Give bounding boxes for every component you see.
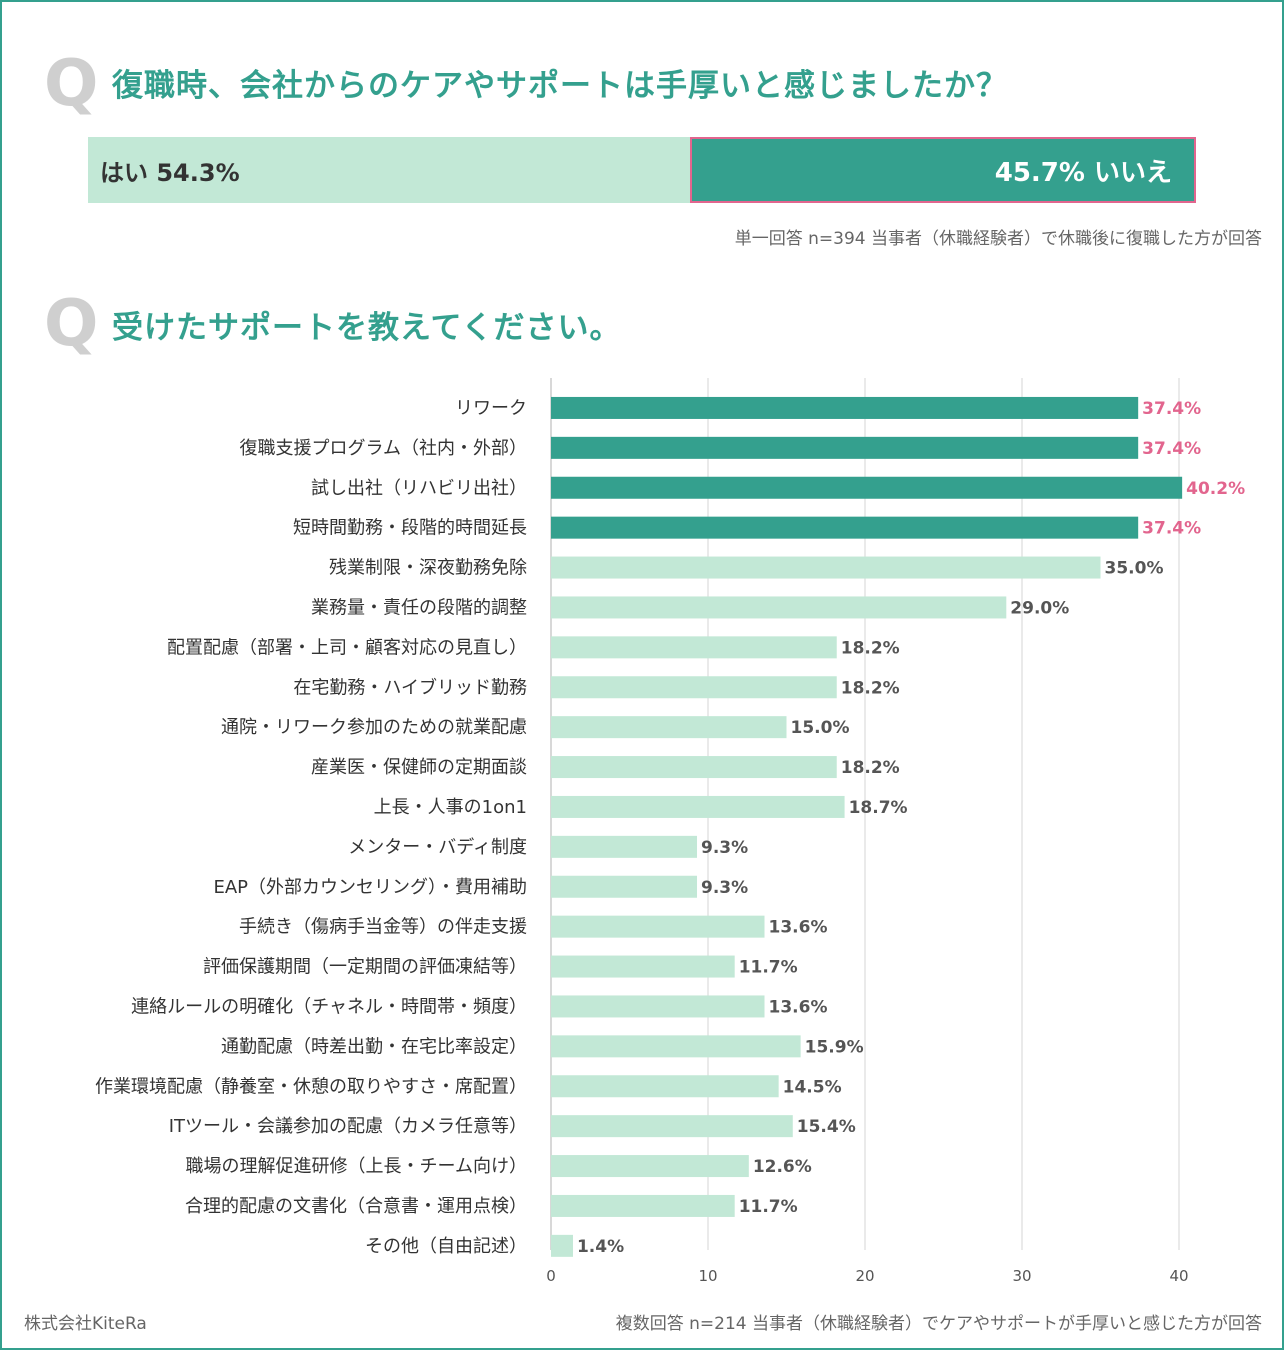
value-label: 18.2%: [841, 638, 900, 658]
category-label: 通勤配慮（時差出勤・在宅比率設定）: [221, 1036, 527, 1057]
category-label: 短時間勤務・段階的時間延長: [293, 518, 527, 539]
bar: [551, 556, 1101, 579]
category-label: その他（自由記述）: [365, 1236, 527, 1257]
category-label: 連絡ルールの明確化（チャネル・時間帯・頻度）: [131, 996, 527, 1017]
q2-question: 受けたサポートを教えてください。: [112, 310, 622, 346]
bar: [551, 995, 765, 1018]
bar: [551, 1035, 801, 1058]
value-label: 11.7%: [739, 958, 798, 978]
bar: [551, 1194, 735, 1217]
value-label: 9.3%: [701, 838, 748, 858]
category-label: 手続き（傷病手当金等）の伴走支援: [239, 917, 527, 938]
x-tick-label: 40: [1169, 1267, 1188, 1285]
q1-split-bar: はい 54.3% 45.7% いいえ: [88, 137, 1196, 203]
category-label: ITツール・会議参加の配慮（カメラ任意等）: [169, 1116, 527, 1137]
value-label: 15.4%: [797, 1117, 856, 1137]
bar: [551, 436, 1139, 459]
x-tick-label: 20: [855, 1267, 874, 1285]
bar: [551, 676, 837, 699]
value-label: 15.9%: [805, 1037, 864, 1057]
category-label: 作業環境配慮（静養室・休憩の取りやすさ・席配置）: [95, 1076, 527, 1097]
x-tick-label: 0: [546, 1267, 556, 1285]
bar: [551, 835, 698, 858]
bar: [551, 1075, 779, 1098]
value-label: 35.0%: [1105, 559, 1164, 579]
bar: [551, 1234, 573, 1257]
category-label: 合理的配慮の文書化（合意書・運用点検）: [185, 1196, 527, 1217]
q2-mark: Q: [44, 287, 99, 361]
value-label: 11.7%: [739, 1197, 798, 1217]
q1-question: 復職時、会社からのケアやサポートは手厚いと感じましたか？: [112, 68, 1008, 104]
category-label: 業務量・責任の段階的調整: [311, 597, 527, 618]
value-label: 15.0%: [791, 718, 850, 738]
bar: [551, 476, 1183, 499]
value-label: 1.4%: [577, 1237, 624, 1257]
value-label: 12.6%: [753, 1157, 812, 1177]
category-label: メンター・バディ制度: [348, 837, 527, 858]
bar: [551, 396, 1139, 419]
support-bar-chart: 0 10 20 30 40 リワーク 37.4% 復職支援プログラム（社内・外部） 37.4% 試…: [95, 378, 1245, 1285]
q1-mark: Q: [44, 47, 99, 121]
category-label: 残業制限・深夜勤務免除: [329, 558, 527, 579]
value-label: 40.2%: [1186, 479, 1245, 499]
x-tick-label: 10: [698, 1267, 717, 1285]
category-label: 職場の理解促進研修（上長・チーム向け）: [186, 1156, 527, 1177]
category-label: 復職支援プログラム（社内・外部）: [240, 438, 527, 459]
value-label: 18.2%: [841, 758, 900, 778]
category-label: 在宅勤務・ハイブリッド勤務: [293, 676, 527, 698]
company-name: 株式会社KiteRa: [24, 1314, 147, 1334]
q2-note: 複数回答 n=214 当事者（休職経験者）でケアやサポートが手厚いと感じた方が回…: [615, 1314, 1262, 1334]
x-tick-label: 30: [1012, 1267, 1031, 1285]
category-label: リワーク: [455, 398, 527, 419]
q1-no-segment: 45.7% いいえ: [690, 137, 1196, 203]
bar: [551, 1155, 749, 1178]
value-label: 37.4%: [1142, 439, 1201, 459]
bar: [551, 596, 1007, 619]
bar: [551, 875, 698, 898]
bar: [551, 636, 837, 659]
value-label: 29.0%: [1010, 598, 1069, 618]
category-label: 上長・人事の1on1: [374, 797, 527, 818]
category-label: EAP（外部カウンセリング）・費用補助: [213, 877, 527, 898]
bar: [551, 516, 1139, 539]
bar: [551, 955, 735, 978]
bar: [551, 756, 837, 779]
value-label: 18.2%: [841, 678, 900, 698]
bar: [551, 716, 787, 739]
q1-yes-segment: はい 54.3%: [88, 137, 690, 203]
value-label: 18.7%: [849, 798, 908, 818]
bar: [551, 1115, 793, 1138]
value-label: 13.6%: [769, 997, 828, 1017]
value-label: 37.4%: [1142, 399, 1201, 419]
q1-yes-label: はい 54.3%: [100, 158, 240, 187]
q1-no-label: 45.7% いいえ: [994, 157, 1172, 188]
bar: [551, 915, 765, 938]
value-label: 14.5%: [783, 1077, 842, 1097]
category-label: 産業医・保健師の定期面談: [311, 757, 527, 778]
value-label: 9.3%: [701, 878, 748, 898]
value-label: 13.6%: [769, 918, 828, 938]
category-label: 通院・リワーク参加のための就業配慮: [221, 717, 527, 738]
bar: [551, 795, 845, 818]
q1-note: 単一回答 n=394 当事者（休職経験者）で休職後に復職した方が回答: [734, 229, 1262, 249]
category-label: 評価保護期間（一定期間の評価凍結等）: [203, 957, 527, 978]
category-label: 配置配慮（部署・上司・顧客対応の見直し）: [167, 637, 527, 658]
category-label: 試し出社（リハビリ出社）: [311, 478, 527, 499]
value-label: 37.4%: [1142, 519, 1201, 539]
